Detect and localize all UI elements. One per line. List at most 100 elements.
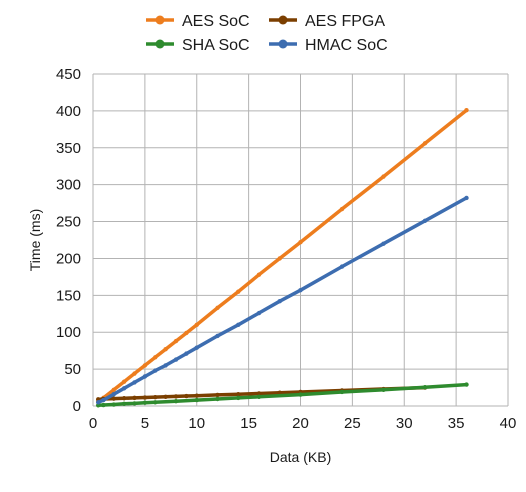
data-point <box>153 400 158 405</box>
data-point <box>194 322 199 328</box>
data-point <box>298 392 303 397</box>
x-tick-label: 0 <box>89 415 97 432</box>
data-point <box>236 395 241 401</box>
y-tick-label: 200 <box>56 250 81 267</box>
data-point <box>121 386 127 391</box>
y-tick-label: 350 <box>56 140 81 157</box>
legend-label: HMAC SoC <box>305 37 388 54</box>
data-point <box>277 299 282 304</box>
data-point <box>256 394 262 399</box>
y-tick-label: 50 <box>64 361 81 378</box>
data-point <box>256 310 262 316</box>
data-point <box>464 195 469 201</box>
legend-label: AES FPGA <box>305 13 385 30</box>
data-point <box>184 330 189 336</box>
data-point <box>277 390 282 395</box>
data-point <box>236 289 241 294</box>
data-point <box>339 206 345 212</box>
data-point <box>173 338 179 344</box>
data-point <box>132 401 137 406</box>
data-point <box>121 396 127 401</box>
y-tick-label: 300 <box>56 177 81 194</box>
data-point <box>215 305 220 311</box>
data-point <box>298 240 303 245</box>
data-point <box>381 387 386 392</box>
data-point <box>163 346 168 352</box>
data-point <box>236 391 241 397</box>
data-point <box>339 389 345 395</box>
data-point <box>215 392 220 398</box>
y-axis-title: Time (ms) <box>27 209 43 271</box>
data-point <box>381 174 386 179</box>
data-point <box>464 107 469 113</box>
data-point <box>215 396 220 402</box>
data-point <box>142 363 148 368</box>
data-point <box>132 395 137 401</box>
data-point <box>153 394 158 400</box>
data-point <box>173 399 179 404</box>
data-point <box>173 394 179 399</box>
data-point <box>121 401 127 406</box>
y-tick-label: 400 <box>56 103 81 120</box>
legend-entry: HMAC SoC <box>269 37 388 54</box>
data-point <box>111 396 116 401</box>
x-tick-label: 20 <box>292 415 309 432</box>
x-axis-title: Data (KB) <box>270 449 331 465</box>
data-point <box>256 272 262 277</box>
legend-entry: AES SoC <box>146 13 250 30</box>
data-point <box>173 357 179 362</box>
legend-label: AES SoC <box>182 13 250 30</box>
data-point <box>422 384 428 390</box>
data-point <box>101 402 106 408</box>
x-tick-label: 40 <box>500 415 517 432</box>
x-tick-label: 35 <box>448 415 465 432</box>
data-point <box>153 368 158 373</box>
data-point <box>163 363 168 368</box>
data-point <box>215 333 220 339</box>
data-point <box>142 395 148 400</box>
data-point <box>132 380 137 385</box>
data-point <box>256 391 262 396</box>
series-layer <box>95 107 469 408</box>
data-point <box>111 402 116 407</box>
data-point <box>121 379 127 384</box>
data-point <box>142 374 148 379</box>
y-tick-label: 0 <box>73 398 81 415</box>
legend-marker <box>155 15 165 25</box>
data-point <box>101 397 106 403</box>
data-point <box>194 397 199 403</box>
data-point <box>422 141 428 146</box>
data-point <box>132 371 137 376</box>
axes: 0 50 100 150 200 250 300 350 400 450 0 5 10 15 20 25 30 3… <box>56 66 516 432</box>
data-point <box>111 387 116 392</box>
legend: AES SoC AES FPGA SHA SoC HMAC SoC <box>146 13 388 54</box>
data-point <box>95 400 101 405</box>
data-point <box>194 393 199 398</box>
data-point <box>111 391 116 397</box>
data-point <box>163 394 168 399</box>
data-point <box>422 218 428 224</box>
data-point <box>464 382 469 387</box>
data-point <box>184 351 189 356</box>
x-tick-label: 30 <box>396 415 413 432</box>
x-tick-label: 15 <box>240 415 257 432</box>
legend-marker <box>278 39 288 49</box>
x-tick-label: 5 <box>141 415 149 432</box>
data-point <box>277 256 282 261</box>
data-point <box>153 355 158 360</box>
y-tick-label: 150 <box>56 287 81 304</box>
legend-entry: SHA SoC <box>146 37 250 54</box>
x-tick-label: 10 <box>188 415 205 432</box>
data-point <box>142 400 148 405</box>
data-point <box>236 322 241 328</box>
data-point <box>184 393 189 399</box>
x-tick-label: 25 <box>344 415 361 432</box>
data-point <box>298 287 303 293</box>
legend-entry: AES FPGA <box>269 13 385 30</box>
data-point <box>194 345 199 350</box>
data-point <box>381 241 386 246</box>
y-tick-label: 450 <box>56 66 81 83</box>
legend-marker <box>278 15 288 25</box>
